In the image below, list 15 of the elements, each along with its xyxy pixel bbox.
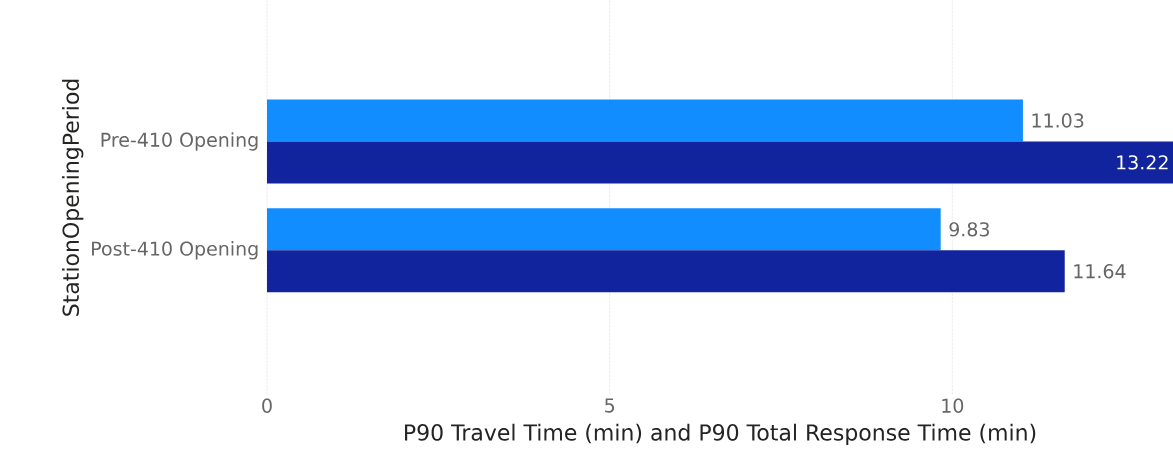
x-tick-label: 5 — [605, 398, 615, 413]
data-label: 13.22 — [1117, 155, 1168, 170]
bar — [267, 250, 1065, 293]
x-tick-label: 10 — [942, 398, 964, 413]
y-tick-label: Post-410 Opening — [92, 241, 258, 260]
data-label: 11.03 — [1032, 113, 1084, 128]
data-label: 9.83 — [949, 222, 989, 237]
x-axis-title: P90 Travel Time (min) and P90 Total Response Time (min) — [405, 423, 1036, 446]
data-label: 11.64 — [1074, 264, 1126, 279]
bar — [267, 99, 1023, 142]
bar — [267, 208, 941, 251]
bar — [267, 141, 1173, 184]
y-axis-title: StationOpeningPeriod — [62, 79, 84, 316]
y-tick-label: Pre-410 Opening — [101, 132, 258, 151]
x-tick-label: 0 — [262, 398, 272, 413]
